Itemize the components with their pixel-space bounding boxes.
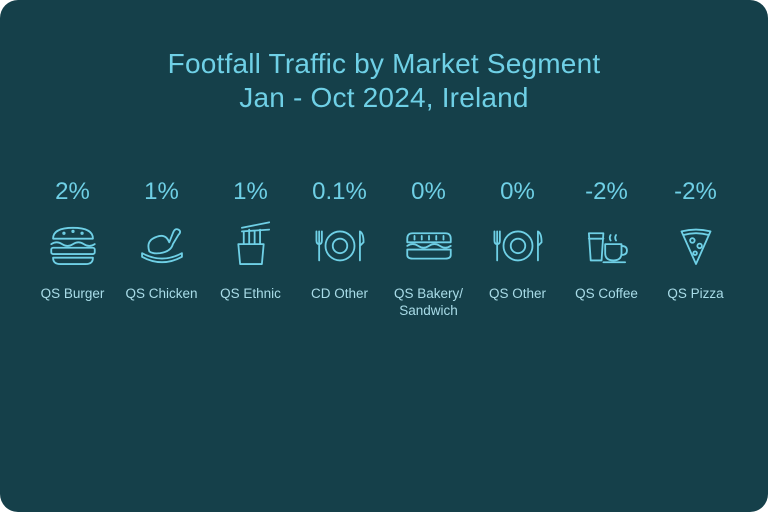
segment-cd-other: 0.1% CD Other	[297, 178, 382, 320]
segment-value: 0%	[500, 178, 535, 206]
segment-label: QS Coffee	[575, 286, 638, 303]
segment-qs-other: 0% QS Other	[475, 178, 560, 320]
segment-qs-burger: 2% QS Burger	[30, 178, 115, 320]
pizza-icon	[664, 218, 728, 272]
noodles-icon	[219, 218, 283, 272]
segment-label: CD Other	[311, 286, 368, 303]
segment-qs-coffee: -2% QS Coffee	[564, 178, 649, 320]
segment-value: 1%	[233, 178, 268, 206]
segment-label: QS Pizza	[667, 286, 723, 303]
segment-qs-ethnic: 1% QS Ethnic	[208, 178, 293, 320]
segment-label: QS Burger	[41, 286, 105, 303]
infographic-card: Footfall Traffic by Market Segment Jan -…	[0, 0, 768, 512]
segment-label: QS Ethnic	[220, 286, 281, 303]
coffee-icon	[575, 218, 639, 272]
segment-value: 2%	[55, 178, 90, 206]
segment-label: QS Other	[489, 286, 546, 303]
sandwich-icon	[397, 218, 461, 272]
title-line-1: Footfall Traffic by Market Segment	[168, 48, 601, 80]
segment-label: QS Chicken	[125, 286, 197, 303]
title-line-2: Jan - Oct 2024, Ireland	[168, 82, 601, 114]
segment-qs-pizza: -2% QS Pizza	[653, 178, 738, 320]
segment-value: 0%	[411, 178, 446, 206]
segment-qs-chicken: 1% QS Chicken	[119, 178, 204, 320]
title-block: Footfall Traffic by Market Segment Jan -…	[168, 48, 601, 114]
chicken-icon	[130, 218, 194, 272]
plate-icon	[486, 218, 550, 272]
segment-value: -2%	[585, 178, 628, 206]
segment-value: 0.1%	[312, 178, 367, 206]
segment-value: 1%	[144, 178, 179, 206]
segment-value: -2%	[674, 178, 717, 206]
burger-icon	[41, 218, 105, 272]
plate-icon	[308, 218, 372, 272]
segment-qs-bakery-sandwich: 0% QS Bakery/ Sandwich	[386, 178, 471, 320]
segments-row: 2% QS Burger 1% QS Chicken	[30, 178, 738, 320]
segment-label: QS Bakery/ Sandwich	[394, 286, 463, 320]
